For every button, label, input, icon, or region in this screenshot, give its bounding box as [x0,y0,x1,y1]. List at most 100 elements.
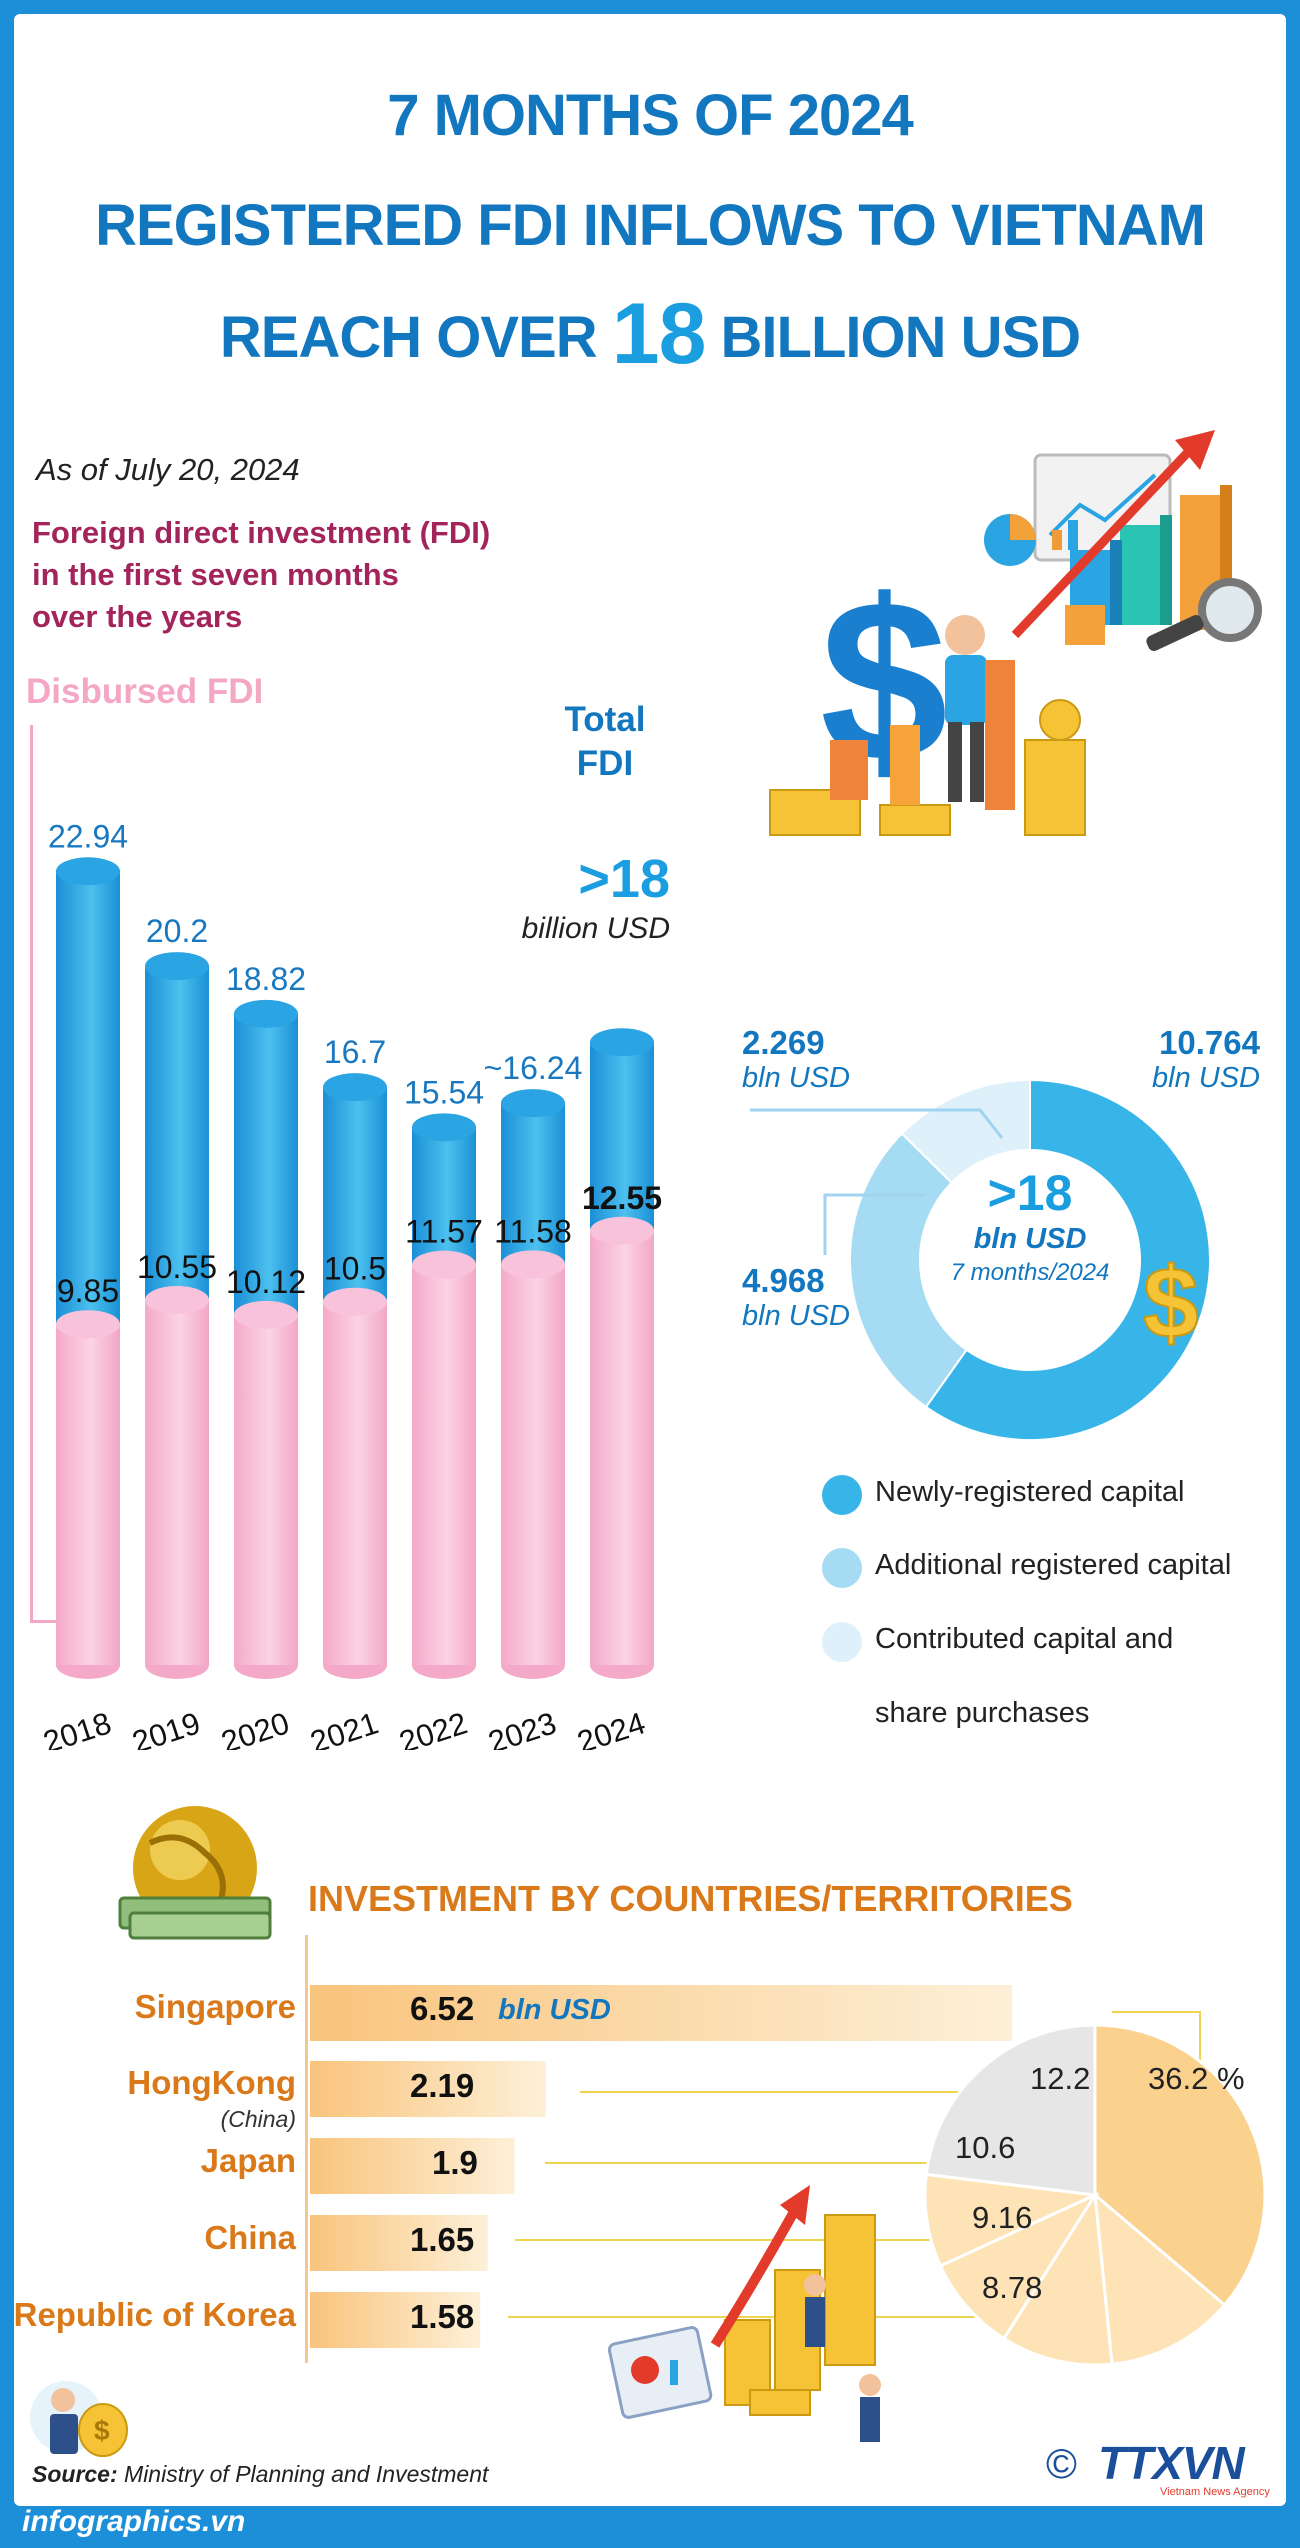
disbursed-value-2022: 11.57 [405,1214,483,1250]
growth-arrow-head-icon [780,2185,810,2225]
country-pie-slice-4 [923,2172,1101,2268]
year-label-2021: 2021 [306,1705,382,1750]
fdi-heading-1: Foreign direct investment (FDI) [32,515,491,550]
disbursed-bar-2022 [412,1264,476,1665]
country-singapore: Singapore [134,1988,296,2025]
total-value-2022: 15.54 [404,1074,484,1110]
disbursed-bar-cap-2021 [323,1287,387,1316]
total-bar-cap-2021 [323,1073,387,1102]
agency-name: Vietnam News Agency [1160,2486,1270,2498]
disbursed-value-2018: 9.85 [57,1273,119,1309]
tablet-chart-icon [607,2326,713,2419]
total-value-2021: 16.7 [324,1034,386,1070]
value-singapore: 6.52 [410,1990,475,2027]
source-label: Source: [32,2461,118,2487]
title-post: BILLION USD [720,305,1082,370]
pie-label-korea: 8.78 [982,2270,1043,2305]
donut-slice-1 [849,1132,968,1409]
country-pie-slice-3 [938,2191,1099,2341]
businessman-money-bag-icon: $ [30,2381,128,2457]
newly-value: 10.764 [1159,1024,1260,1061]
fdi-bar-chart: 22.94 9.85 2018 20.2 10.55 2019 18.82 10.12 2020… [39,818,662,1750]
donut-label-newly: 10.764 bln USD [1110,1024,1260,1095]
total-value-2019: 20.2 [146,913,208,949]
magnifier-icon [1146,578,1262,651]
as-of-date: As of July 20, 2024 [36,452,300,487]
country-china: China [204,2219,296,2256]
agency-logo: TTXVN [1098,2437,1245,2489]
countries-title: INVESTMENT BY COUNTRIES/TERRITORIES [308,1878,1073,1919]
total-2024-unit: billion USD [521,912,670,945]
legend-newly-swatch [822,1475,862,1515]
total-bar-cap-2018 [56,857,120,886]
disbursed-bar-cap-2024 [590,1216,654,1245]
disbursed-bar-cap-2020 [234,1300,298,1329]
year-label-2023: 2023 [484,1705,560,1750]
disbursed-bar-cap-2018 [56,1310,120,1339]
country-bar-1 [310,2061,546,2117]
total-bar-cap-2022 [412,1113,476,1142]
disbursed-value-2024: 12.55 [582,1180,662,1216]
total-2024-value: >18 [578,849,670,909]
country-korea: Republic of Korea [13,2296,296,2333]
title-line-3: REACH OVER 18 BILLION USD [0,285,1300,384]
arrow-head-icon [1175,430,1215,470]
globe-money-icon [118,1806,272,1940]
total-fdi-label-1: Total [564,700,646,739]
source-text: Ministry of Planning and Investment [124,2461,489,2487]
disbursed-bar-2020 [234,1314,298,1665]
donut-slice-0 [924,1078,1211,1441]
title-number: 18 [611,286,707,382]
pie-chip-icon [984,514,1036,566]
country-leader-line-0 [1112,2011,1201,2072]
donut-label-contributed: 2.269 bln USD [742,1024,850,1095]
year-label-2022: 2022 [395,1705,471,1750]
investment-growth-illustration [607,2185,881,2442]
country-pie-slice-5 [924,2023,1097,2197]
disbursed-value-2023: 11.58 [494,1213,572,1249]
disbursed-bar-2021 [323,1301,387,1665]
fdi-structure-donut [849,1078,1211,1441]
donut-label-additional: 4.968 bln USD [742,1262,850,1333]
total-fdi-label-2: FDI [576,744,634,783]
country-pie-slice-0 [1093,2023,1267,2308]
pie-label-japan: 10.6 [955,2130,1016,2165]
legend-additional-swatch [822,1548,862,1588]
newly-unit: bln USD [1152,1062,1260,1094]
disbursed-bar-2018 [56,1324,120,1665]
year-label-2020: 2020 [217,1705,293,1750]
value-japan: 1.9 [432,2144,478,2181]
coin-stacks-icon [724,2214,876,2416]
donut-leader-lines [750,1108,1004,1255]
country-bar-4 [310,2292,481,2348]
gold-dollar-icon: $ [1142,1246,1200,1355]
fdi-heading-2: in the first seven months [32,557,399,592]
total-value-2023: ~16.24 [484,1050,583,1086]
country-hongkong-note: (China) [220,2106,296,2132]
business-growth-illustration: $ [769,430,1262,836]
disbursed-bar-2023 [501,1264,565,1665]
legend-additional: Additional registered capital [875,1549,1232,1581]
disbursed-value-2020: 10.12 [226,1264,306,1300]
disbursed-value-2019: 10.55 [137,1249,217,1285]
contributed-value: 2.269 [742,1024,825,1061]
fdi-heading-3: over the years [32,599,243,634]
pie-label-hongkong: 12.2 [1030,2061,1091,2096]
total-bar-cap-2024 [590,1028,654,1057]
donut-slice-2 [900,1078,1031,1185]
pie-label-china: 9.16 [972,2200,1033,2235]
additional-unit: bln USD [742,1300,850,1332]
value-hongkong: 2.19 [410,2067,475,2104]
total-bar-cap-2023 [501,1089,565,1118]
svg-text:$: $ [94,2415,110,2446]
countries-axis [305,1935,308,2363]
additional-value: 4.968 [742,1262,825,1299]
title-pre: REACH OVER [219,305,598,370]
donut-center-unit: bln USD [973,1223,1087,1255]
country-pie-slice-1 [1093,2191,1227,2366]
value-korea: 1.58 [410,2298,475,2335]
total-value-2018: 22.94 [48,818,128,854]
year-label-2018: 2018 [39,1705,115,1750]
legend-newly: Newly-registered capital [875,1476,1185,1508]
